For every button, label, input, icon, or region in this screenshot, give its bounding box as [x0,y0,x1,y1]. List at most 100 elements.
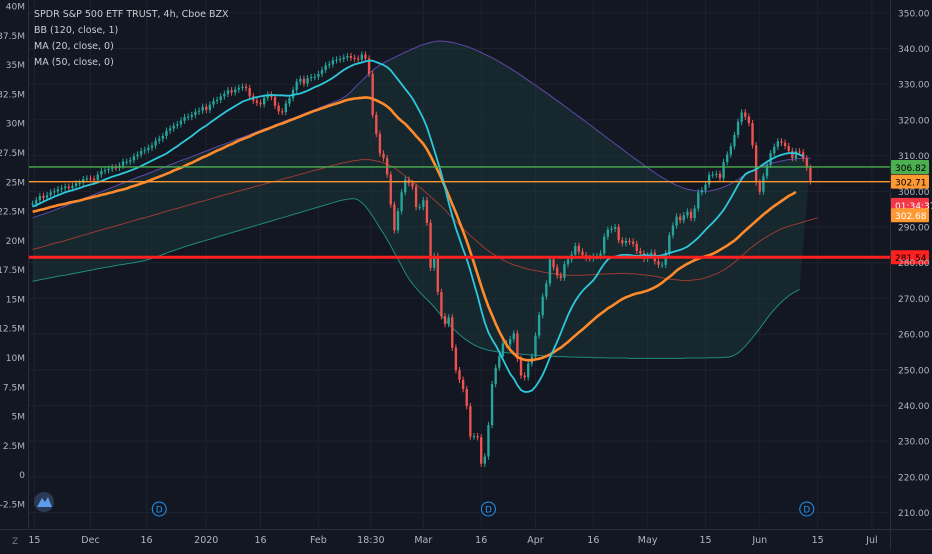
candle-body [697,192,700,209]
candle-body [436,255,439,292]
candle [762,173,765,195]
candle [418,203,421,211]
zoom-tool-icon[interactable]: Z [12,537,18,547]
dividend-marker-label: D [485,506,492,516]
candle-body [729,146,732,155]
candle-body [556,267,559,276]
volume-tick-label: 22.5M [0,208,25,218]
candle-body [707,174,711,185]
candle [635,240,638,255]
candle [718,170,722,182]
candle-body [552,259,555,268]
candle-body [277,105,280,112]
time-tick-label: 15 [812,535,824,546]
candle-body [194,111,197,115]
candle-body [49,192,52,196]
candle [458,366,461,384]
candle-body [237,87,240,90]
candle-body [657,261,660,265]
candle-body [31,203,34,205]
candle-body [508,339,512,345]
candle-body [693,208,696,219]
candle-body [92,178,96,181]
candle-body [747,116,751,124]
candle [440,288,443,320]
candle [715,170,718,178]
candle-body [85,178,89,180]
candle [805,155,808,171]
candle-body [187,116,190,118]
candle [67,183,70,192]
candle-body [212,101,215,105]
candle [700,187,704,196]
bb-basis-line [32,159,818,282]
candle-body [400,192,403,212]
candle-body [422,200,425,208]
price-tag[interactable] [891,208,929,223]
candle-body [577,245,581,252]
candle [693,205,696,222]
dividend-marker[interactable]: D [480,501,496,517]
candle [722,158,725,182]
dividend-marker-circle [480,501,496,517]
candle-body [783,142,787,146]
dividend-marker[interactable]: D [799,501,815,517]
candle [422,197,425,211]
time-tick-label: Mar [414,535,432,546]
candle-body [259,102,262,105]
price-tick-label: 310.00 [898,152,930,162]
level-price-label: 281.54 [895,254,927,264]
time-tick-label: 16 [141,535,153,546]
candle [273,93,277,109]
candle [393,201,396,234]
candle-body [201,106,204,111]
bb-upper-line [32,40,811,219]
candle-body [722,162,725,179]
time-tick-label: 16 [254,535,266,546]
candle-body [136,154,139,157]
price-tick-label: 270.00 [898,295,930,305]
candle [541,293,544,319]
legend-ma50[interactable]: MA (50, close, 0) [34,57,114,68]
symbol-title[interactable]: SPDR S&P 500 ETF TRUST, 4h, Cboe BZX [34,9,229,20]
legend-bb[interactable]: BB (120, close, 1) [34,25,119,36]
candle [317,70,320,80]
legend-ma20[interactable]: MA (20, close, 0) [34,41,114,52]
time-tick-label: 16 [587,535,599,546]
candle-body [125,161,128,163]
candle-body [447,317,450,325]
level-price-tag[interactable] [891,250,929,265]
candle-body [480,437,483,464]
candle-body [523,375,526,378]
candle-body [512,333,515,340]
candle [357,55,360,63]
tradingview-logo-icon[interactable] [34,492,54,512]
candle-body [226,90,230,94]
volume-axis[interactable]: 40M 37.5M 35M 32.5M 30M 27.5M 25M 22.5M 20M 17.5M… [0,3,25,511]
candle-body [679,216,682,221]
candle-body [165,130,168,136]
candle [527,360,530,381]
candle [154,137,157,149]
candle [559,272,562,281]
candle-body [183,117,186,121]
candle [447,314,450,328]
candle-body [671,225,675,236]
time-axis[interactable]: 15 Dec 16 2020 16 Feb 18:30 Mar 16 Apr 16 May 15 Jun 1… [28,535,877,546]
candle-body [393,204,396,231]
level-price-tag[interactable] [891,159,929,174]
candle [288,94,291,107]
price-axis[interactable]: 350.00 340.00 330.00 320.00 310.00 300.00 290.… [898,9,930,519]
level-price-tag[interactable] [891,174,929,189]
candle [621,237,624,247]
candle-body [349,56,353,58]
candle [49,189,52,199]
candle-body [208,104,212,110]
dividend-marker[interactable]: D [151,501,167,517]
price-tick-label: 230.00 [898,438,930,448]
candle [429,219,432,271]
dividend-marker-circle [151,501,167,517]
